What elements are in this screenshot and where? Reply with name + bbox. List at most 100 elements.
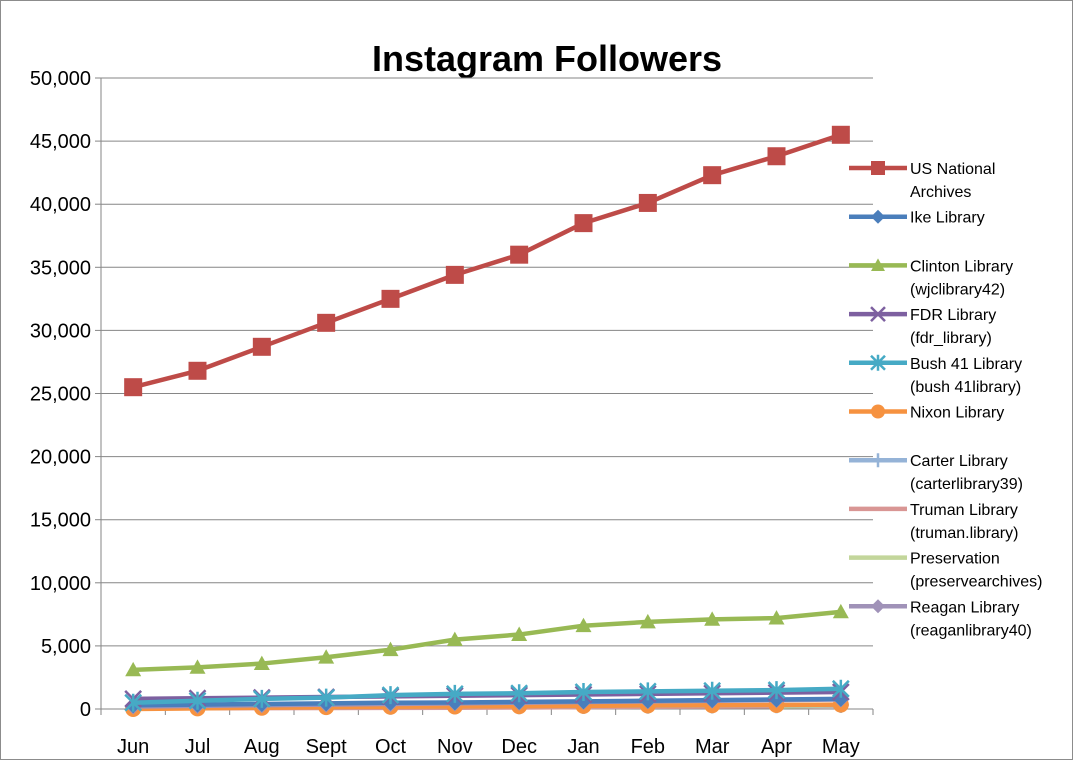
data-point	[124, 378, 143, 397]
data-point	[510, 245, 529, 264]
x-tick-label: Mar	[695, 736, 730, 758]
y-tick-label: 15,000	[30, 510, 91, 532]
y-tick-label: 50,000	[30, 68, 91, 90]
data-point	[446, 631, 463, 646]
data-point	[188, 691, 207, 710]
y-tick-label: 30,000	[30, 320, 91, 342]
x-tick-label: Nov	[437, 736, 473, 758]
series-line	[130, 702, 844, 712]
x-tick-label: Aug	[244, 736, 280, 758]
legend-label: Truman Library (truman.library)	[910, 502, 1018, 542]
y-tick-label: 20,000	[30, 447, 91, 469]
legend-label: Bush 41 Library (bush 41library)	[910, 356, 1022, 396]
data-point	[639, 613, 656, 629]
legend-label: Ike Library	[910, 210, 985, 227]
data-point	[871, 161, 885, 175]
data-point	[832, 603, 849, 619]
y-tick-label: 10,000	[30, 573, 91, 595]
data-point	[317, 313, 336, 332]
x-tick-label: Oct	[375, 736, 407, 758]
series-4	[124, 679, 850, 712]
data-point	[638, 682, 657, 701]
y-tick-label: 40,000	[30, 194, 91, 216]
series-line	[130, 696, 844, 708]
x-tick-label: Jun	[117, 736, 149, 758]
data-point	[125, 661, 142, 677]
x-tick-label: Jul	[185, 736, 211, 758]
data-point	[445, 265, 464, 284]
grid-lines	[95, 77, 873, 710]
legend-item: Preservation (preservearchives)	[849, 551, 1042, 591]
legend-label: Nixon Library	[910, 405, 1004, 422]
data-point	[704, 611, 721, 626]
legend-item: Nixon Library	[849, 404, 1004, 422]
series-2	[125, 603, 849, 677]
data-point	[381, 686, 400, 705]
data-point	[189, 659, 206, 674]
x-tick-label: Apr	[761, 736, 792, 758]
data-point	[767, 681, 786, 700]
legend-item: Reagan Library (reaganlibrary40)	[849, 599, 1032, 639]
data-point	[252, 337, 271, 356]
data-point	[511, 626, 528, 641]
legend-item: FDR Library (fdr_library)	[849, 306, 996, 347]
data-point	[124, 693, 143, 712]
series-line	[130, 132, 844, 390]
x-tick-label: Jan	[567, 736, 599, 758]
legend-item: Ike Library	[849, 209, 985, 227]
data-point	[768, 610, 785, 625]
legend-item: Carter Library (carterlibrary39)	[849, 453, 1023, 493]
data-point	[188, 361, 207, 380]
x-axis-ticks: Jun Jul Aug Sept Oct Nov Dec Jan Feb Mar Apr May	[100, 709, 874, 758]
data-point	[253, 655, 270, 670]
data-point	[870, 354, 886, 371]
data-point	[767, 147, 786, 166]
legend-item: Bush 41 Library (bush 41library)	[849, 354, 1022, 396]
legend-item: Clinton Library (wjclibrary42)	[849, 258, 1013, 298]
data-point	[574, 682, 593, 701]
series-line	[130, 686, 844, 705]
y-tick-label: 0	[80, 699, 91, 721]
data-point	[703, 681, 722, 700]
y-tick-label: 35,000	[30, 257, 91, 279]
chart-title: Instagram Followers	[372, 38, 722, 79]
y-tick-label: 45,000	[30, 131, 91, 153]
series-line	[130, 609, 844, 673]
data-point	[703, 166, 722, 185]
data-point	[252, 689, 271, 708]
data-point	[831, 125, 850, 144]
data-point	[445, 684, 464, 703]
x-tick-label: Dec	[501, 736, 537, 758]
legend: US National Archives Ike Library Clinton Li…	[849, 161, 1042, 639]
legend-label: US National Archives	[910, 161, 995, 201]
legend-label: Clinton Library (wjclibrary42)	[910, 258, 1013, 298]
legend-label: FDR Library (fdr_library)	[910, 307, 996, 347]
data-point	[381, 289, 400, 308]
data-point	[871, 599, 885, 614]
x-tick-label: May	[822, 736, 860, 758]
x-tick-label: Feb	[631, 736, 665, 758]
data-point	[318, 649, 335, 664]
data-point	[317, 688, 336, 707]
data-point	[575, 617, 592, 633]
data-point	[871, 404, 885, 419]
data-point	[510, 684, 529, 703]
legend-label: Reagan Library (reaganlibrary40)	[910, 599, 1032, 639]
y-tick-label: 25,000	[30, 384, 91, 406]
y-axis-ticks: 0 5,000 10,000 15,000 20,000 25,000 30,000 35,0…	[30, 68, 91, 721]
data-point	[382, 641, 399, 657]
data-point	[871, 258, 885, 271]
data-point	[870, 306, 886, 322]
legend-label: Preservation (preservearchives)	[910, 551, 1042, 591]
legend-label: Carter Library (carterlibrary39)	[910, 453, 1023, 493]
series-0	[124, 125, 850, 397]
data-point	[871, 453, 885, 468]
legend-item: US National Archives	[849, 161, 995, 201]
series-lines	[124, 125, 850, 717]
data-point	[871, 209, 885, 224]
data-point	[574, 214, 593, 233]
legend-item: Truman Library (truman.library)	[849, 502, 1018, 542]
data-point	[831, 679, 850, 698]
